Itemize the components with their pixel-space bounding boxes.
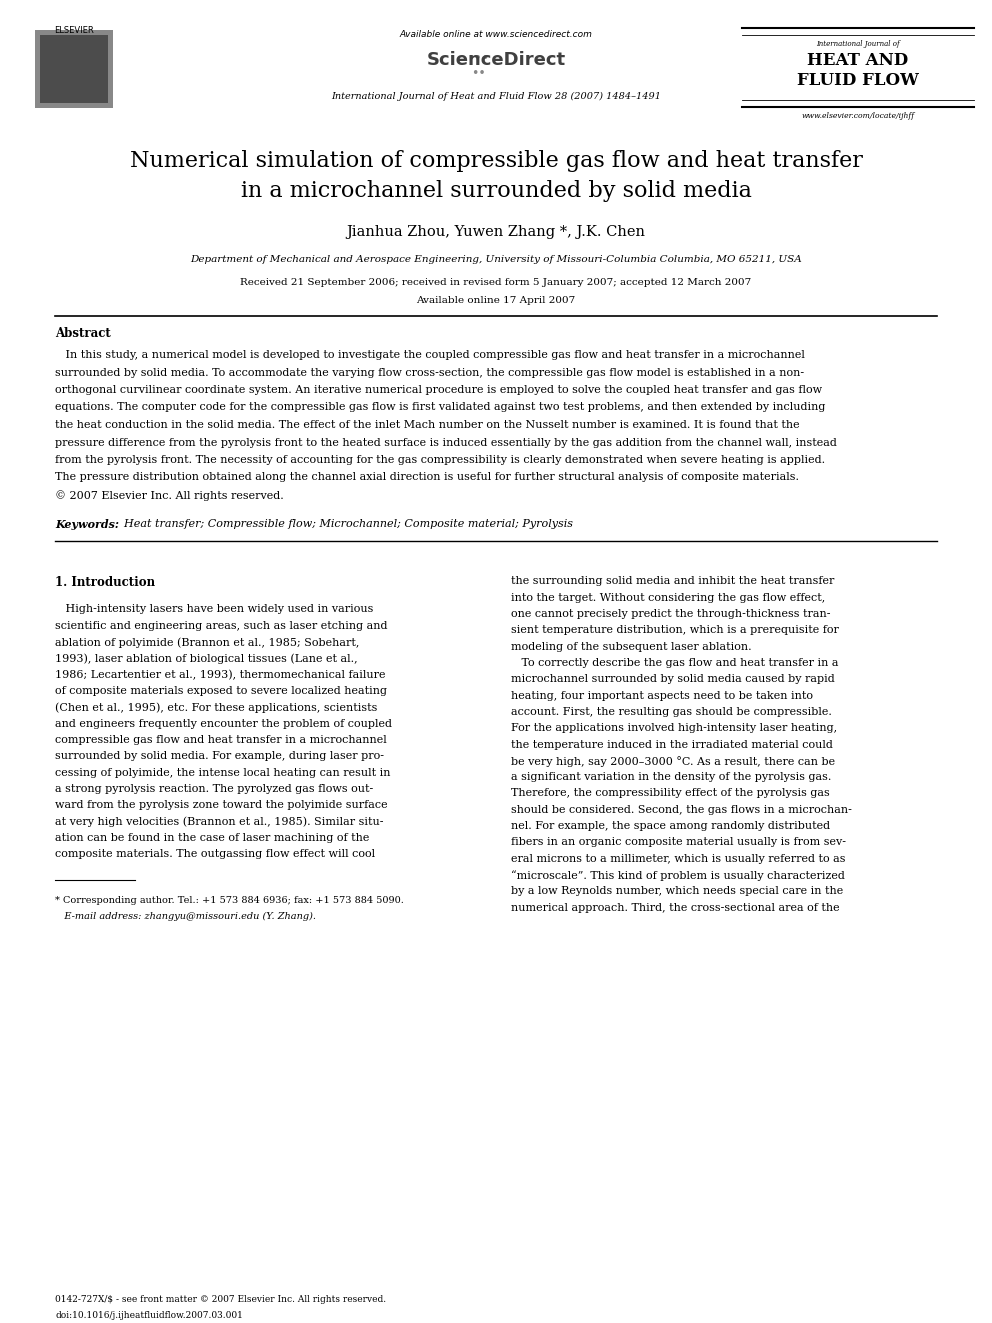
Text: Available online 17 April 2007: Available online 17 April 2007 — [417, 296, 575, 306]
Text: Jianhua Zhou, Yuwen Zhang *, J.K. Chen: Jianhua Zhou, Yuwen Zhang *, J.K. Chen — [346, 225, 646, 239]
Text: E-mail address: zhangyu@missouri.edu (Y. Zhang).: E-mail address: zhangyu@missouri.edu (Y.… — [55, 912, 316, 921]
Text: by a low Reynolds number, which needs special care in the: by a low Reynolds number, which needs sp… — [511, 886, 843, 896]
Text: surrounded by solid media. For example, during laser pro-: surrounded by solid media. For example, … — [55, 751, 384, 761]
Text: FLUID FLOW: FLUID FLOW — [797, 71, 919, 89]
Text: one cannot precisely predict the through-thickness tran-: one cannot precisely predict the through… — [511, 609, 830, 619]
Text: 1986; Lecartentier et al., 1993), thermomechanical failure: 1986; Lecartentier et al., 1993), thermo… — [55, 669, 386, 680]
Text: ablation of polyimide (Brannon et al., 1985; Sobehart,: ablation of polyimide (Brannon et al., 1… — [55, 638, 359, 648]
Bar — [40, 34, 108, 103]
Text: equations. The computer code for the compressible gas flow is first validated ag: equations. The computer code for the com… — [55, 402, 825, 413]
Text: Available online at www.sciencedirect.com: Available online at www.sciencedirect.co… — [400, 30, 592, 38]
Text: heating, four important aspects need to be taken into: heating, four important aspects need to … — [511, 691, 813, 701]
Text: High-intensity lasers have been widely used in various: High-intensity lasers have been widely u… — [55, 605, 373, 614]
Text: www.elsevier.com/locate/ijhff: www.elsevier.com/locate/ijhff — [802, 112, 915, 120]
Text: compressible gas flow and heat transfer in a microchannel: compressible gas flow and heat transfer … — [55, 734, 387, 745]
Text: ation can be found in the case of laser machining of the: ation can be found in the case of laser … — [55, 832, 369, 843]
Text: To correctly describe the gas flow and heat transfer in a: To correctly describe the gas flow and h… — [511, 658, 838, 668]
Text: pressure difference from the pyrolysis front to the heated surface is induced es: pressure difference from the pyrolysis f… — [55, 438, 837, 447]
Text: orthogonal curvilinear coordinate system. An iterative numerical procedure is em: orthogonal curvilinear coordinate system… — [55, 385, 822, 396]
Text: and engineers frequently encounter the problem of coupled: and engineers frequently encounter the p… — [55, 718, 392, 729]
Text: eral microns to a millimeter, which is usually referred to as: eral microns to a millimeter, which is u… — [511, 853, 845, 864]
Text: modeling of the subsequent laser ablation.: modeling of the subsequent laser ablatio… — [511, 642, 752, 652]
Text: sient temperature distribution, which is a prerequisite for: sient temperature distribution, which is… — [511, 626, 839, 635]
Text: composite materials. The outgassing flow effect will cool: composite materials. The outgassing flow… — [55, 849, 375, 859]
Text: Department of Mechanical and Aerospace Engineering, University of Missouri-Colum: Department of Mechanical and Aerospace E… — [190, 255, 802, 265]
Text: Received 21 September 2006; received in revised form 5 January 2007; accepted 12: Received 21 September 2006; received in … — [240, 278, 752, 287]
Text: the heat conduction in the solid media. The effect of the inlet Mach number on t: the heat conduction in the solid media. … — [55, 419, 800, 430]
Text: the temperature induced in the irradiated material could: the temperature induced in the irradiate… — [511, 740, 833, 750]
Text: “microscale”. This kind of problem is usually characterized: “microscale”. This kind of problem is us… — [511, 871, 845, 881]
Text: For the applications involved high-intensity laser heating,: For the applications involved high-inten… — [511, 724, 837, 733]
Text: a strong pyrolysis reaction. The pyrolyzed gas flows out-: a strong pyrolysis reaction. The pyrolyz… — [55, 783, 373, 794]
Text: HEAT AND: HEAT AND — [807, 52, 909, 69]
Text: The pressure distribution obtained along the channel axial direction is useful f: The pressure distribution obtained along… — [55, 472, 799, 483]
Text: be very high, say 2000–3000 °C. As a result, there can be: be very high, say 2000–3000 °C. As a res… — [511, 755, 835, 766]
Text: ScienceDirect: ScienceDirect — [427, 52, 565, 69]
Text: ward from the pyrolysis zone toward the polyimide surface: ward from the pyrolysis zone toward the … — [55, 800, 388, 810]
Text: from the pyrolysis front. The necessity of accounting for the gas compressibilit: from the pyrolysis front. The necessity … — [55, 455, 825, 464]
Text: (Chen et al., 1995), etc. For these applications, scientists: (Chen et al., 1995), etc. For these appl… — [55, 703, 377, 713]
Text: 1993), laser ablation of biological tissues (Lane et al.,: 1993), laser ablation of biological tiss… — [55, 654, 358, 664]
Text: a significant variation in the density of the pyrolysis gas.: a significant variation in the density o… — [511, 773, 831, 782]
Text: In this study, a numerical model is developed to investigate the coupled compres: In this study, a numerical model is deve… — [55, 351, 805, 360]
Text: at very high velocities (Brannon et al., 1985). Similar situ-: at very high velocities (Brannon et al.,… — [55, 816, 384, 827]
Text: 1. Introduction: 1. Introduction — [55, 577, 155, 590]
Text: numerical approach. Third, the cross-sectional area of the: numerical approach. Third, the cross-sec… — [511, 902, 839, 913]
Text: fibers in an organic composite material usually is from sev-: fibers in an organic composite material … — [511, 837, 846, 847]
Text: scientific and engineering areas, such as laser etching and: scientific and engineering areas, such a… — [55, 620, 388, 631]
Text: Keywords:: Keywords: — [55, 520, 119, 531]
Text: cessing of polyimide, the intense local heating can result in: cessing of polyimide, the intense local … — [55, 767, 391, 778]
Text: •••
••: ••• •• — [467, 52, 489, 79]
Text: International Journal of Heat and Fluid Flow 28 (2007) 1484–1491: International Journal of Heat and Fluid … — [331, 93, 661, 101]
Text: microchannel surrounded by solid media caused by rapid: microchannel surrounded by solid media c… — [511, 675, 834, 684]
Text: into the target. Without considering the gas flow effect,: into the target. Without considering the… — [511, 593, 825, 603]
Text: Abstract: Abstract — [55, 327, 111, 340]
Text: should be considered. Second, the gas flows in a microchan-: should be considered. Second, the gas fl… — [511, 804, 852, 815]
Text: International Journal of: International Journal of — [816, 40, 900, 48]
Text: account. First, the resulting gas should be compressible.: account. First, the resulting gas should… — [511, 706, 832, 717]
Text: Heat transfer; Compressible flow; Microchannel; Composite material; Pyrolysis: Heat transfer; Compressible flow; Microc… — [117, 520, 573, 529]
Text: Numerical simulation of compressible gas flow and heat transfer: Numerical simulation of compressible gas… — [130, 149, 862, 172]
Text: Therefore, the compressibility effect of the pyrolysis gas: Therefore, the compressibility effect of… — [511, 789, 829, 798]
Text: nel. For example, the space among randomly distributed: nel. For example, the space among random… — [511, 822, 830, 831]
Text: ELSEVIER: ELSEVIER — [55, 26, 94, 34]
Bar — [35, 30, 113, 108]
Text: * Corresponding author. Tel.: +1 573 884 6936; fax: +1 573 884 5090.: * Corresponding author. Tel.: +1 573 884… — [55, 896, 404, 905]
Text: 0142-727X/$ - see front matter © 2007 Elsevier Inc. All rights reserved.: 0142-727X/$ - see front matter © 2007 El… — [55, 1295, 386, 1304]
Text: the surrounding solid media and inhibit the heat transfer: the surrounding solid media and inhibit … — [511, 577, 834, 586]
Text: surrounded by solid media. To accommodate the varying flow cross-section, the co: surrounded by solid media. To accommodat… — [55, 368, 805, 377]
Text: in a microchannel surrounded by solid media: in a microchannel surrounded by solid me… — [241, 180, 751, 202]
Text: of composite materials exposed to severe localized heating: of composite materials exposed to severe… — [55, 687, 387, 696]
Text: doi:10.1016/j.ijheatfluidflow.2007.03.001: doi:10.1016/j.ijheatfluidflow.2007.03.00… — [55, 1311, 243, 1320]
Text: © 2007 Elsevier Inc. All rights reserved.: © 2007 Elsevier Inc. All rights reserved… — [55, 490, 284, 501]
